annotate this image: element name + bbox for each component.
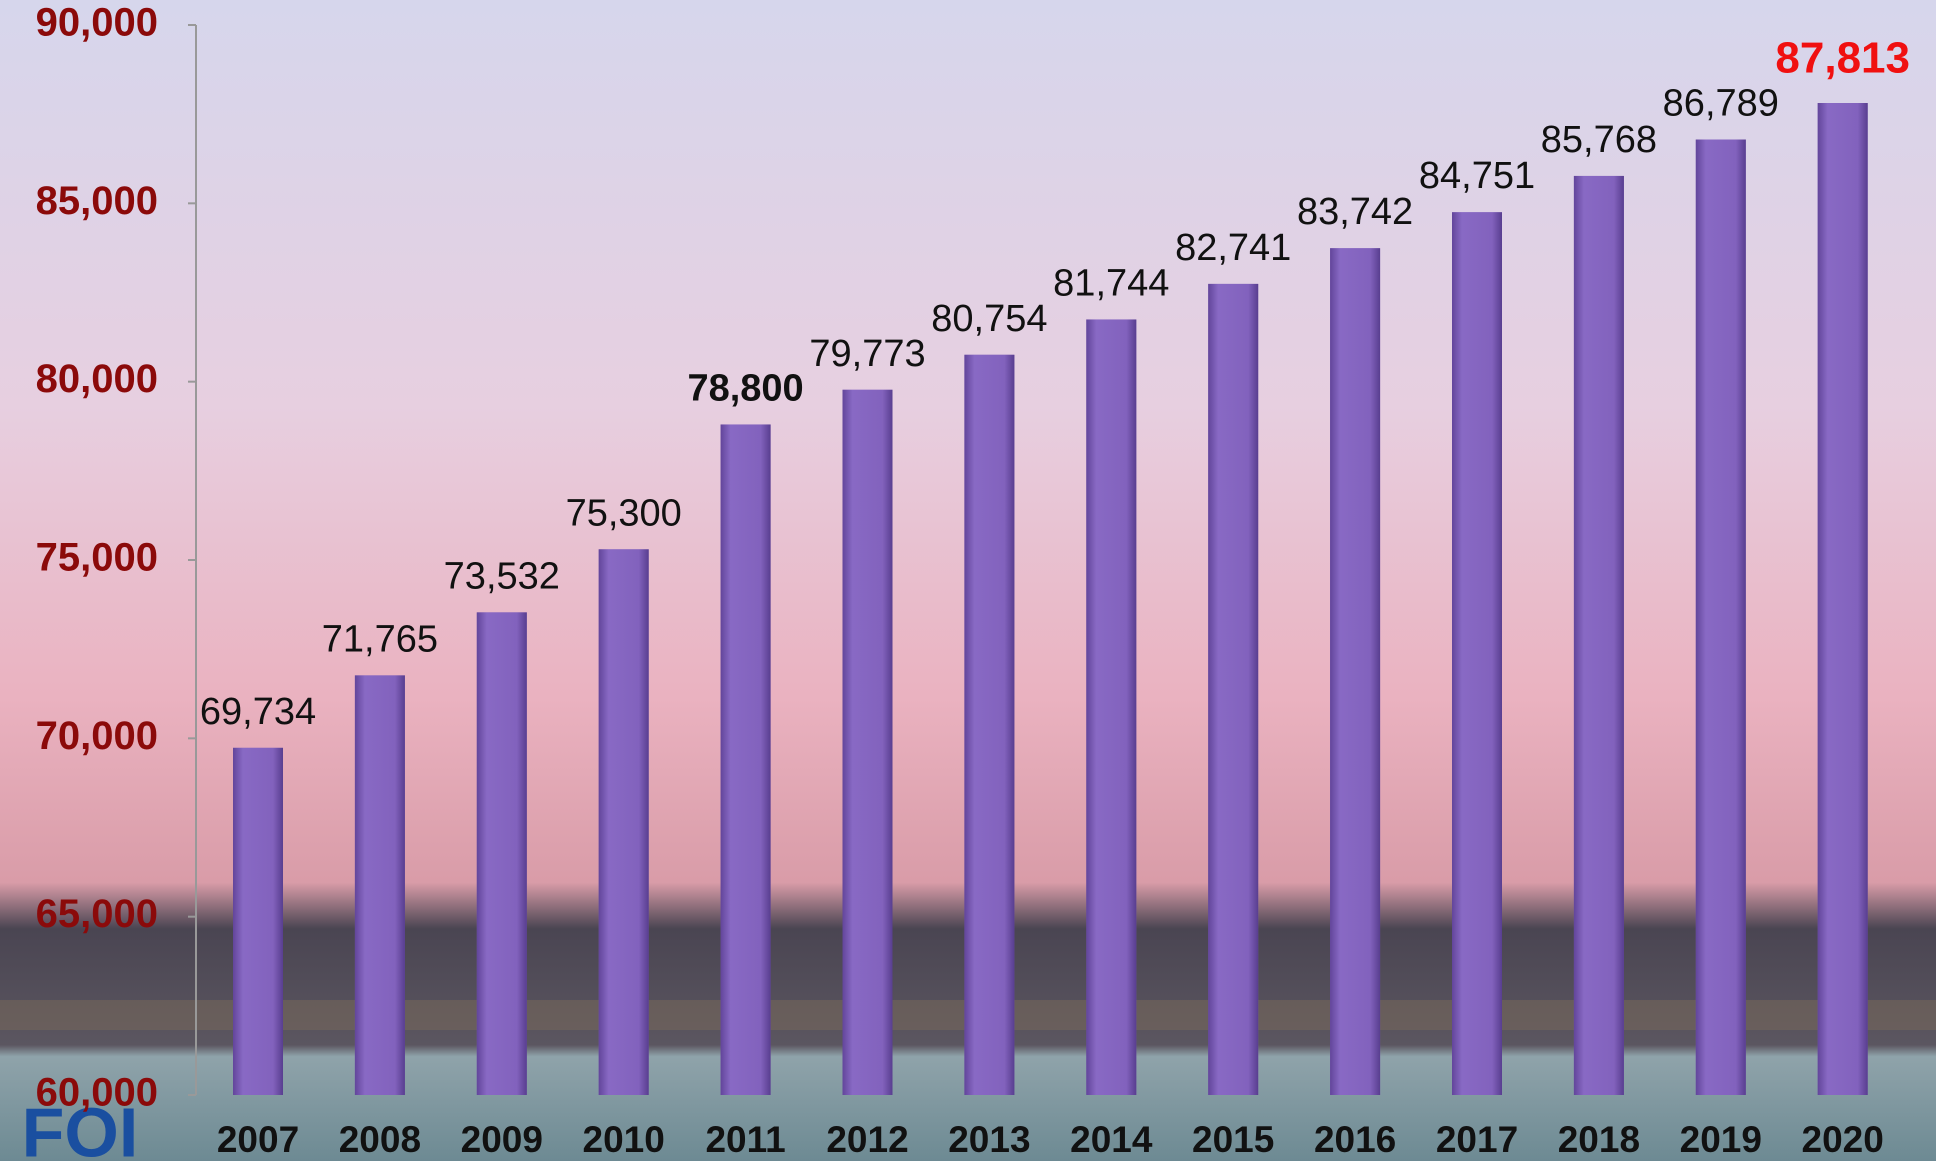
bar-shade <box>1696 140 1746 1095</box>
y-tick-label: 65,000 <box>36 892 158 936</box>
x-tick-label: 2008 <box>339 1119 421 1160</box>
x-tick-label: 2012 <box>826 1119 908 1160</box>
value-label: 80,754 <box>931 298 1047 340</box>
x-tick-label: 2018 <box>1558 1119 1640 1160</box>
x-tick-label: 2019 <box>1680 1119 1762 1160</box>
y-tick-label: 60,000 <box>36 1071 158 1115</box>
bar-shade <box>843 390 893 1095</box>
x-tick-label: 2015 <box>1192 1119 1274 1160</box>
x-tick-label: 2011 <box>705 1119 785 1160</box>
value-label: 87,813 <box>1775 34 1910 83</box>
x-tick-label: 2017 <box>1436 1119 1518 1160</box>
bar-shade <box>721 424 771 1095</box>
bar-shade <box>1086 319 1136 1095</box>
bar-shade <box>477 612 527 1095</box>
x-tick-label: 2009 <box>461 1119 543 1160</box>
bar-shade <box>964 355 1014 1095</box>
page: FOI 60,00065,00070,00075,00080,00085,000… <box>0 0 1936 1161</box>
x-tick-label: 2010 <box>583 1119 665 1160</box>
x-tick-label: 2013 <box>948 1119 1030 1160</box>
value-label: 83,742 <box>1297 191 1413 233</box>
x-tick-label: 2020 <box>1802 1119 1884 1160</box>
x-tick-label: 2007 <box>217 1119 299 1160</box>
bar-shade <box>1330 248 1380 1095</box>
bar-shade <box>1818 103 1868 1095</box>
y-tick-label: 90,000 <box>36 1 158 45</box>
value-label: 78,800 <box>687 367 803 409</box>
x-tick-label: 2014 <box>1070 1119 1153 1160</box>
value-label: 79,773 <box>809 333 925 375</box>
y-tick-label: 75,000 <box>36 536 158 580</box>
y-tick-label: 85,000 <box>36 179 158 223</box>
value-label: 75,300 <box>566 492 682 534</box>
bar-shade <box>599 549 649 1095</box>
value-label: 86,789 <box>1663 83 1779 125</box>
bar-shade <box>1208 284 1258 1095</box>
value-label: 81,744 <box>1053 262 1169 304</box>
y-tick-label: 80,000 <box>36 357 158 401</box>
value-label: 84,751 <box>1419 155 1535 197</box>
chart: FOI 60,00065,00070,00075,00080,00085,000… <box>0 0 1936 1161</box>
y-tick-label: 70,000 <box>36 714 158 758</box>
bar-shade <box>233 748 283 1095</box>
x-tick-label: 2016 <box>1314 1119 1396 1160</box>
value-label: 73,532 <box>444 555 560 597</box>
bar-shade <box>1574 176 1624 1095</box>
value-label: 82,741 <box>1175 227 1291 269</box>
value-label: 71,765 <box>322 618 438 660</box>
value-label: 85,768 <box>1541 119 1657 161</box>
bar-shade <box>355 675 405 1095</box>
value-label: 69,734 <box>200 691 316 733</box>
bar-shade <box>1452 212 1502 1095</box>
